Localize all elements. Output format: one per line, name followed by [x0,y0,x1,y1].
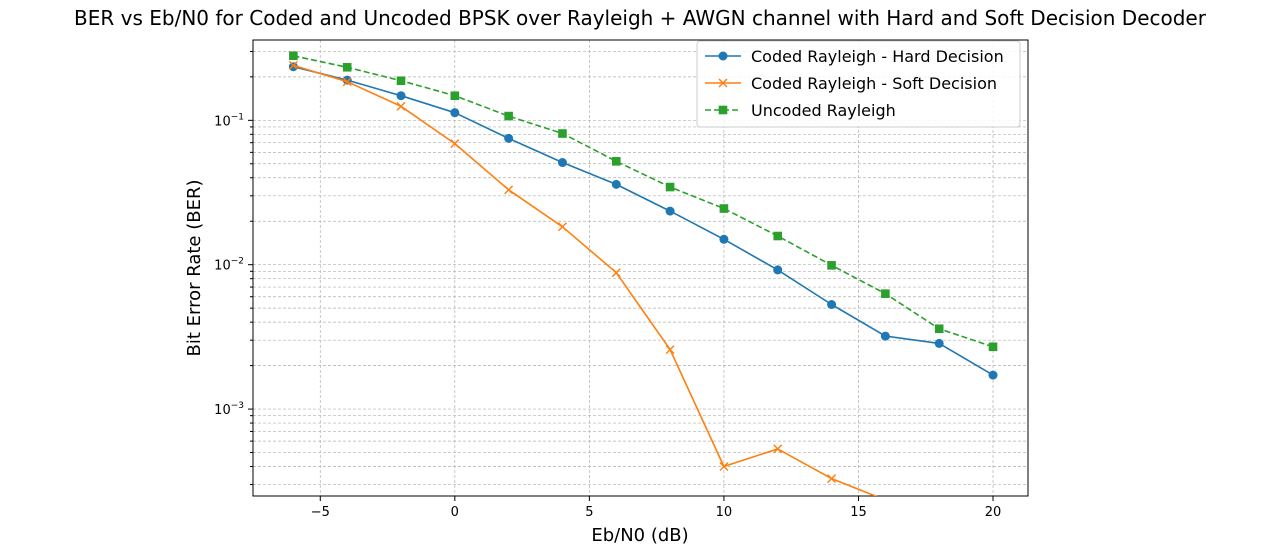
data-point [773,231,783,241]
data-point [665,345,675,355]
data-point [611,157,621,166]
x-marker-stroke [557,222,567,232]
data-point [719,234,729,244]
data-point [827,300,837,310]
x-tick-label: 10 [716,505,733,520]
data-point [289,51,298,61]
x-tick-label: −5 [311,505,330,520]
legend-label: Coded Rayleigh - Soft Decision [751,74,997,93]
y-axis-ticks: 10−3 10−2 10−1 [214,50,253,486]
series-layer [288,51,998,496]
data-point [558,129,567,138]
legend-label: Uncoded Rayleigh [751,101,896,120]
data-point [396,76,406,86]
data-point [988,370,998,380]
x-axis-ticks: −5 0 5 10 15 20 [311,496,1002,520]
x-tick-label: 15 [850,505,867,520]
data-point [719,204,729,213]
series-line [293,55,994,348]
data-point [934,324,944,334]
data-point [342,77,352,87]
data-point [773,444,783,454]
data-point [827,474,837,484]
x-tick-label: 0 [451,505,459,520]
data-point [773,265,783,275]
x-tick-label: 5 [585,505,593,520]
y-axis-label: Bit Error Rate (BER) [184,180,205,357]
data-point [827,261,836,270]
series-3 [289,51,998,352]
legend-marker [718,78,728,88]
x-marker-stroke [450,139,460,149]
legend-entry-2: Coded Rayleigh - Soft Decision [705,74,997,93]
y-tick-label: 10−1 [214,112,244,129]
data-point [288,62,298,72]
chart-title: BER vs Eb/N0 for Coded and Uncoded BPSK … [74,6,1207,30]
series-1 [288,62,998,380]
data-point [450,108,460,118]
data-point [881,289,890,298]
x-marker-stroke [288,60,298,70]
data-point [342,62,352,72]
legend: Coded Rayleigh - Hard Decision Coded Rayl… [696,40,1021,128]
data-point [504,133,514,143]
x-axis-label: Eb/N0 (dB) [591,525,688,546]
legend-entry-1: Coded Rayleigh - Hard Decision [705,47,1004,66]
data-point [557,222,567,232]
plot-area-frame [252,39,1029,497]
data-point [880,331,890,341]
x-marker-stroke [342,77,352,87]
legend-label: Coded Rayleigh - Hard Decision [751,47,1004,66]
x-marker-stroke [396,101,406,111]
x-tick-label: 20 [985,505,1002,520]
data-point [288,60,298,70]
y-tick-label: 10−3 [214,401,244,418]
legend-entry-3: Uncoded Rayleigh [705,101,896,120]
x-marker-stroke [665,345,675,355]
x-marker-stroke [827,474,837,484]
legend-box [696,40,1021,128]
series-line [293,65,994,376]
y-tick-label: 10−2 [214,257,244,274]
data-point [504,185,514,195]
series-2 [288,60,878,496]
data-point [450,91,460,101]
x-marker-stroke [504,185,514,195]
data-point [396,101,406,111]
series-line [293,64,878,496]
legend-marker [718,105,728,115]
data-point [611,179,621,189]
data-point [504,111,513,121]
x-marker-stroke [719,462,729,472]
data-point [665,182,675,192]
data-point [934,338,944,348]
x-marker-stroke [773,444,783,454]
legend-marker [718,51,728,61]
x-marker-stroke [611,268,621,278]
data-point [719,462,729,472]
data-point [557,158,567,168]
data-point [611,268,621,278]
data-point [988,342,998,352]
data-point [450,139,460,149]
x-marker-stroke [718,78,728,88]
data-point [396,91,406,101]
data-point [665,206,675,216]
